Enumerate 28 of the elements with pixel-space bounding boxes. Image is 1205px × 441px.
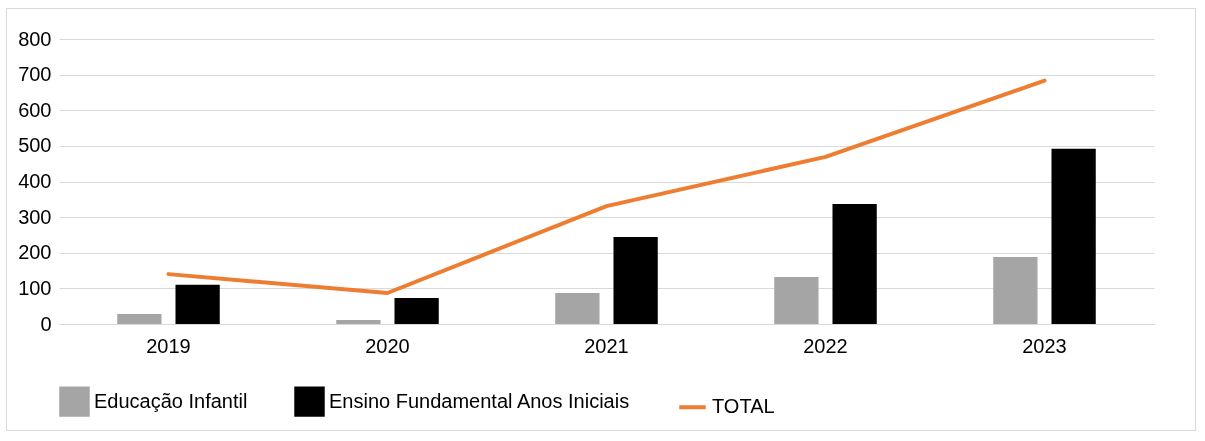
- y-tick-label: 500: [18, 134, 52, 157]
- legend-label: TOTAL: [712, 395, 775, 418]
- bar: [394, 297, 439, 324]
- bar: [1051, 148, 1096, 324]
- y-tick-label: 100: [18, 276, 52, 299]
- bar: [993, 257, 1038, 324]
- bar: [555, 293, 600, 324]
- legend-label: Ensino Fundamental Anos Iniciais: [329, 389, 630, 412]
- y-tick-label: 200: [18, 241, 52, 264]
- bar: [117, 314, 162, 324]
- bar: [774, 276, 819, 324]
- x-tick-label: 2019: [146, 334, 191, 357]
- x-tick-label: 2022: [803, 334, 848, 357]
- y-tick-label: 300: [18, 205, 52, 228]
- y-tick-label: 600: [18, 98, 52, 121]
- bar: [832, 203, 877, 324]
- x-tick-label: 2023: [1022, 334, 1067, 357]
- bar: [613, 237, 658, 324]
- y-tick-label: 700: [18, 63, 52, 86]
- x-tick-label: 2021: [584, 334, 629, 357]
- bar: [336, 320, 381, 324]
- line-series: [166, 78, 1047, 296]
- y-tick-label: 800: [18, 27, 52, 50]
- y-tick-label: 0: [40, 312, 52, 335]
- y-tick-label: 400: [18, 170, 52, 192]
- legend-label: Educação Infantil: [94, 389, 248, 412]
- x-tick-label: 2020: [365, 334, 410, 357]
- bar: [175, 284, 220, 324]
